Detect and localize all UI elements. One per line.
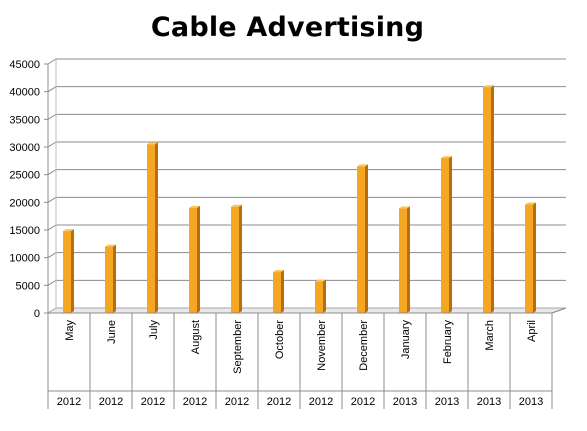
bar-front bbox=[357, 166, 365, 313]
bar bbox=[525, 202, 536, 313]
year-label: 2012 bbox=[351, 396, 375, 408]
bar bbox=[483, 85, 494, 314]
bar bbox=[147, 142, 158, 313]
chart-title: Cable Advertising bbox=[150, 12, 425, 43]
bar-top bbox=[273, 270, 284, 273]
x-tick-label: May bbox=[64, 320, 76, 341]
bar bbox=[357, 164, 368, 313]
bar-side bbox=[281, 270, 284, 313]
plot-back-wall bbox=[56, 59, 566, 308]
bar-top bbox=[105, 244, 116, 247]
bar-side bbox=[71, 229, 74, 313]
year-label: 2013 bbox=[519, 396, 543, 408]
y-tick-label: 45000 bbox=[9, 59, 40, 71]
bar-top bbox=[525, 202, 536, 205]
year-label: 2013 bbox=[435, 396, 459, 408]
bar bbox=[189, 205, 200, 313]
bar-top bbox=[441, 156, 452, 159]
bar bbox=[231, 204, 242, 313]
bar-front bbox=[441, 158, 449, 313]
bar-top bbox=[315, 279, 326, 282]
y-tick-label: 40000 bbox=[9, 87, 40, 99]
bar bbox=[315, 279, 326, 313]
y-tick-label: 25000 bbox=[9, 170, 40, 182]
bar-side bbox=[533, 202, 536, 313]
bar-front bbox=[189, 207, 197, 313]
bar-side bbox=[449, 156, 452, 313]
bar bbox=[441, 156, 452, 313]
bar-top bbox=[189, 205, 200, 208]
bar-top bbox=[483, 85, 494, 88]
bar-side bbox=[197, 205, 200, 313]
y-tick-label: 0 bbox=[34, 308, 40, 320]
year-label: 2012 bbox=[57, 396, 81, 408]
x-axis-depth bbox=[551, 307, 567, 314]
bar bbox=[63, 229, 74, 313]
x-tick-label: March bbox=[484, 320, 496, 351]
x-tick-label: January bbox=[400, 320, 412, 360]
bar-front bbox=[483, 87, 491, 314]
x-tick-label: April bbox=[526, 320, 538, 342]
bar-side bbox=[113, 244, 116, 313]
x-tick-label: September bbox=[232, 320, 244, 374]
bar-side bbox=[239, 204, 242, 313]
bar bbox=[399, 206, 410, 313]
bar-top bbox=[231, 204, 242, 207]
bar-front bbox=[231, 206, 239, 313]
bar-side bbox=[491, 85, 494, 314]
bar-top bbox=[399, 206, 410, 209]
x-tick-label: December bbox=[358, 320, 370, 371]
y-tick-label: 10000 bbox=[9, 253, 40, 265]
y-tick-label: 30000 bbox=[9, 142, 40, 154]
year-label: 2012 bbox=[141, 396, 165, 408]
x-tick-label: July bbox=[148, 320, 160, 340]
bar-side bbox=[407, 206, 410, 313]
year-label: 2012 bbox=[99, 396, 123, 408]
x-tick-label: June bbox=[106, 320, 118, 344]
bar bbox=[273, 270, 284, 313]
x-tick-label: October bbox=[274, 320, 286, 359]
y-tick-label: 35000 bbox=[9, 114, 40, 126]
bar bbox=[105, 244, 116, 313]
bar-side bbox=[365, 164, 368, 313]
year-label: 2012 bbox=[309, 396, 333, 408]
year-label: 2012 bbox=[225, 396, 249, 408]
x-tick-label: August bbox=[190, 320, 202, 354]
bar-front bbox=[273, 272, 281, 313]
y-tick-label: 15000 bbox=[9, 225, 40, 237]
bar-front bbox=[399, 208, 407, 313]
year-label: 2013 bbox=[393, 396, 417, 408]
x-tick-label: February bbox=[442, 320, 454, 365]
year-label: 2012 bbox=[183, 396, 207, 408]
bar-front bbox=[525, 204, 533, 313]
year-label: 2013 bbox=[477, 396, 501, 408]
year-label: 2012 bbox=[267, 396, 291, 408]
bar-front bbox=[147, 144, 155, 313]
bar-side bbox=[155, 142, 158, 313]
y-tick-label: 5000 bbox=[16, 280, 40, 292]
x-tick-label: November bbox=[316, 320, 328, 371]
bar-front bbox=[105, 246, 113, 313]
bar-top bbox=[147, 142, 158, 145]
bar-top bbox=[63, 229, 74, 232]
y-tick-label: 20000 bbox=[9, 197, 40, 209]
bar-front bbox=[315, 281, 323, 313]
bar-side bbox=[323, 279, 326, 313]
bar-front bbox=[63, 231, 71, 313]
bar-top bbox=[357, 164, 368, 167]
